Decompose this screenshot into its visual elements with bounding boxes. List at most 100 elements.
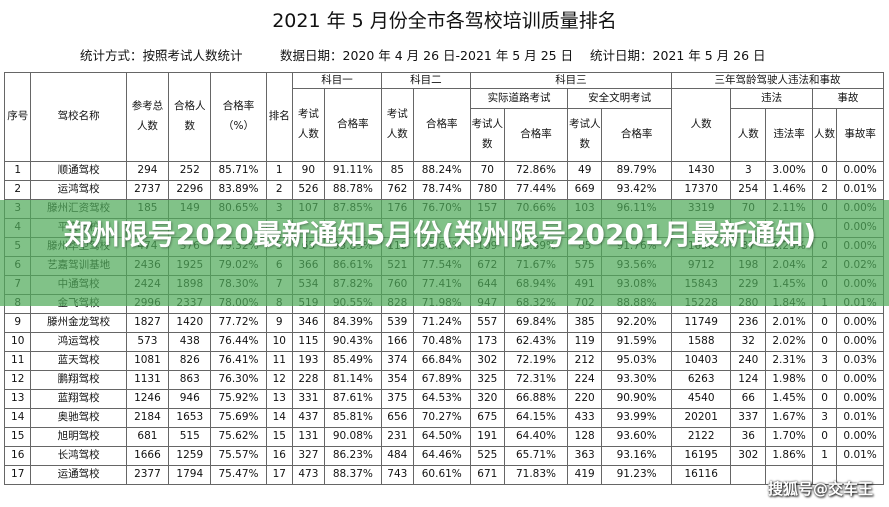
cell-s1-count: 346	[291, 313, 325, 333]
cell-safety-count: 669	[567, 180, 603, 200]
header-road-count: 考试人数	[469, 108, 505, 162]
cell-rate: 75.69%	[210, 408, 267, 428]
cell-road-count: 325	[469, 370, 505, 390]
watermark: 搜狐号@交车王	[767, 480, 873, 498]
cell-rank: 1	[265, 161, 293, 181]
cell-road-rate: 72.19%	[503, 351, 569, 371]
cell-total: 2737	[125, 180, 170, 200]
cell-accident-people: 0	[811, 161, 838, 181]
cell-accident-rate: 0.00%	[836, 161, 884, 181]
cell-safety-rate: 89.79%	[601, 161, 673, 181]
cell-violation-people: 254	[730, 180, 767, 200]
header-rank: 排名	[265, 72, 293, 162]
cell-people: 16195	[671, 446, 732, 466]
cell-safety-count: 433	[567, 408, 603, 428]
header-pass: 合格人数	[168, 72, 212, 162]
cell-s2-count: 354	[380, 370, 414, 390]
cell-s2-rate: 88.24%	[412, 161, 471, 181]
cell-s2-rate: 71.24%	[412, 313, 471, 333]
cell-accident-people: 0	[811, 389, 838, 409]
cell-s1-count: 115	[291, 332, 325, 352]
cell-road-count: 671	[469, 465, 505, 485]
cell-seq: 2	[3, 180, 32, 200]
cell-school: 运通驾校	[30, 465, 127, 485]
cell-s2-count: 484	[380, 446, 414, 466]
cell-s2-rate: 67.89%	[412, 370, 471, 390]
header-violation-people: 人数	[730, 108, 767, 162]
cell-road-rate: 77.44%	[503, 180, 569, 200]
header-total: 参考总人数	[125, 72, 170, 162]
cell-people: 1588	[671, 332, 732, 352]
cell-safety-count: 220	[567, 389, 603, 409]
header-accident-rate: 事故率	[836, 108, 884, 162]
data-date: 数据日期：2020 年 4 月 26 日-2021 年 5 月 25 日	[280, 48, 574, 63]
cell-total: 1827	[125, 313, 170, 333]
cell-rate: 83.89%	[210, 180, 267, 200]
cell-pass: 1794	[168, 465, 212, 485]
cell-road-rate: 72.86%	[503, 161, 569, 181]
page-title: 2021 年 5 月份全市各驾校培训质量排名	[272, 10, 617, 32]
cell-violation-people: 124	[730, 370, 767, 390]
cell-people: 4540	[671, 389, 732, 409]
table-row: 9 滕州金龙驾校 1827 1420 77.72% 9 346 84.39% 539 71.24%…	[3, 313, 884, 333]
cell-rank: 14	[265, 408, 293, 428]
cell-rate: 76.41%	[210, 351, 267, 371]
cell-people: 11749	[671, 313, 732, 333]
cell-accident-people: 0	[811, 313, 838, 333]
cell-pass: 1259	[168, 446, 212, 466]
cell-accident-people: 0	[811, 332, 838, 352]
cell-people: 2122	[671, 427, 732, 447]
cell-safety-count: 224	[567, 370, 603, 390]
cell-total: 1246	[125, 389, 170, 409]
cell-violation-people: 337	[730, 408, 767, 428]
cell-s1-rate: 88.78%	[323, 180, 382, 200]
cell-violation-people	[730, 465, 767, 485]
cell-accident-rate: 0.00%	[836, 332, 884, 352]
cell-school: 滕州金龙驾校	[30, 313, 127, 333]
header-violations-group: 三年驾龄驾驶人违法和事故	[671, 72, 884, 89]
cell-rank: 10	[265, 332, 293, 352]
cell-pass: 438	[168, 332, 212, 352]
cell-school: 蓝翔驾校	[30, 389, 127, 409]
cell-accident-rate: 0.03%	[836, 351, 884, 371]
header-s1-count: 考试人数	[291, 88, 325, 162]
header-accident: 事故	[811, 88, 885, 109]
cell-violation-rate: 1.45%	[765, 389, 813, 409]
cell-total: 1131	[125, 370, 170, 390]
cell-rank: 15	[265, 427, 293, 447]
stat-date: 统计日期：2021 年 5 月 26 日	[590, 48, 766, 63]
table-row: 11 蓝天驾校 1081 826 76.41% 11 193 85.49% 374 66.84% 3…	[3, 351, 884, 371]
cell-seq: 16	[3, 446, 32, 466]
title-banner	[0, 200, 889, 306]
cell-pass: 1420	[168, 313, 212, 333]
cell-total: 573	[125, 332, 170, 352]
cell-safety-count: 419	[567, 465, 603, 485]
cell-accident-people: 0	[811, 370, 838, 390]
cell-school: 长鸿驾校	[30, 446, 127, 466]
header-school: 驾校名称	[30, 72, 127, 162]
cell-violation-rate: 1.86%	[765, 446, 813, 466]
cell-road-count: 557	[469, 313, 505, 333]
cell-safety-rate: 93.30%	[601, 370, 673, 390]
cell-rate: 75.92%	[210, 389, 267, 409]
header-rate: 合格率（%）	[210, 72, 267, 162]
cell-seq: 14	[3, 408, 32, 428]
cell-rank: 17	[265, 465, 293, 485]
cell-s2-rate: 78.74%	[412, 180, 471, 200]
header-subject1: 科目一	[291, 72, 382, 89]
header-safety-count: 考试人数	[567, 108, 603, 162]
cell-safety-rate: 90.90%	[601, 389, 673, 409]
cell-s1-rate: 88.37%	[323, 465, 382, 485]
cell-road-rate: 62.43%	[503, 332, 569, 352]
cell-accident-rate: 0.01%	[836, 180, 884, 200]
cell-violation-rate: 2.01%	[765, 313, 813, 333]
cell-road-count: 675	[469, 408, 505, 428]
cell-pass: 1653	[168, 408, 212, 428]
cell-road-rate: 71.83%	[503, 465, 569, 485]
cell-rate: 76.44%	[210, 332, 267, 352]
cell-pass: 946	[168, 389, 212, 409]
cell-accident-people: 1	[811, 446, 838, 466]
header-subject3: 科目三	[469, 72, 673, 89]
cell-road-rate: 69.84%	[503, 313, 569, 333]
cell-safety-rate: 93.16%	[601, 446, 673, 466]
